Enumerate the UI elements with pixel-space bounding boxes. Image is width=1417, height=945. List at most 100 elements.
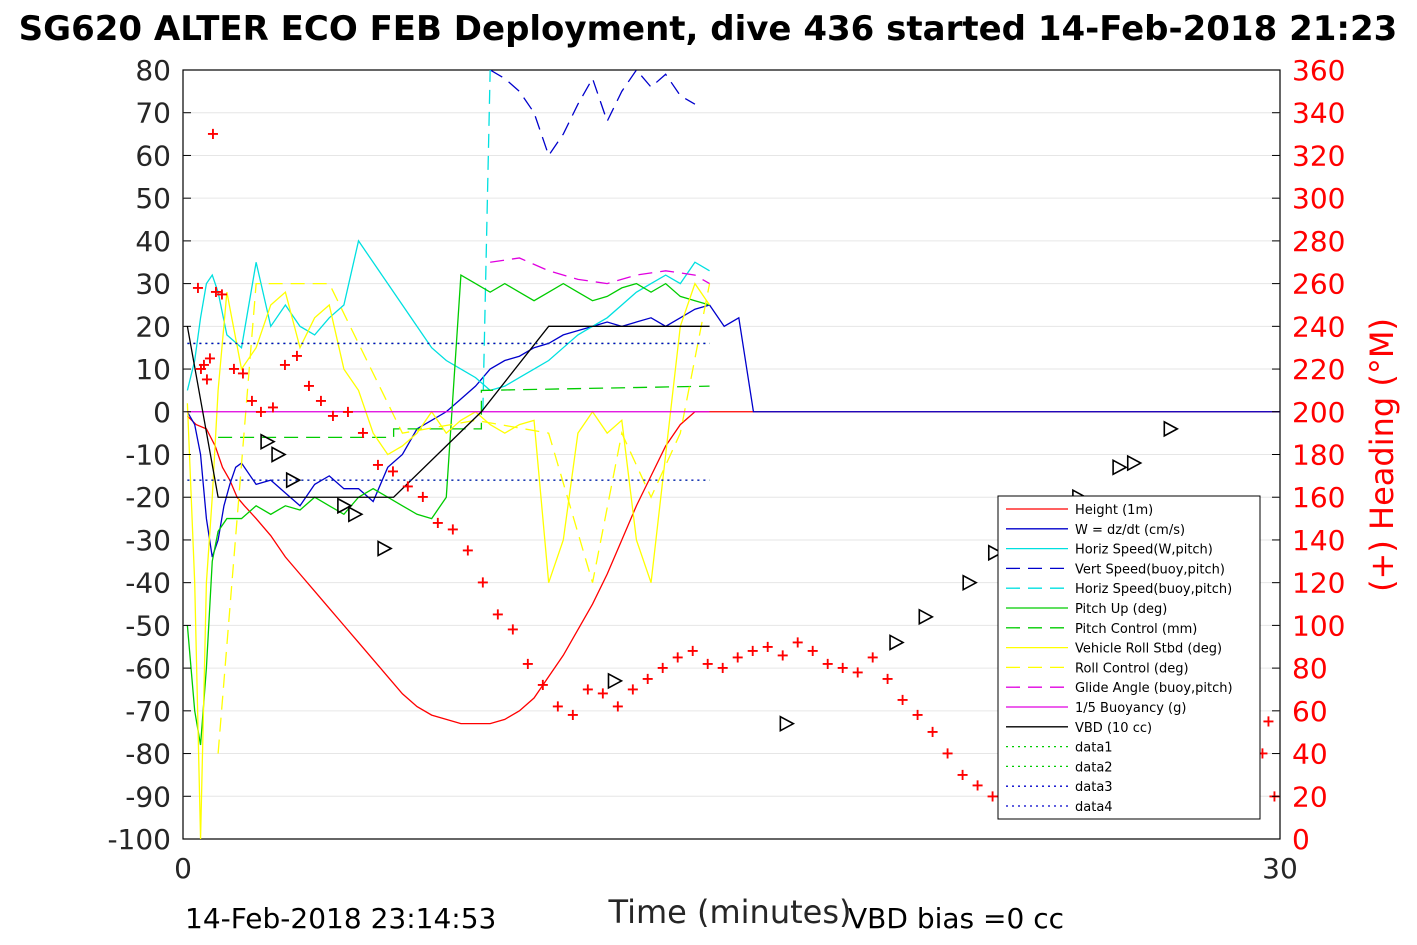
heading-marker: + — [986, 786, 999, 805]
series-line — [482, 70, 491, 412]
y-tick-label-right: 360 — [1292, 54, 1345, 87]
heading-marker: + — [446, 519, 459, 538]
triangle-marker — [1126, 454, 1143, 472]
heading-marker: + — [551, 697, 564, 716]
y-tick-label: 30 — [135, 268, 171, 301]
heading-marker: + — [566, 705, 579, 724]
legend-label: Roll Control (deg) — [1075, 661, 1189, 676]
heading-marker: + — [386, 462, 399, 481]
y-tick-label-right: 340 — [1292, 97, 1345, 130]
heading-marker: + — [896, 690, 909, 709]
heading-marker: + — [536, 675, 549, 694]
y-tick-label: -20 — [125, 481, 171, 514]
heading-marker: + — [194, 359, 207, 378]
y-tick-label-right: 280 — [1292, 225, 1345, 258]
heading-marker: + — [200, 370, 213, 389]
y-tick-label-right: 320 — [1292, 139, 1345, 172]
y-tick-label: 60 — [135, 139, 171, 172]
legend-label: Glide Angle (buoy,pitch) — [1075, 681, 1233, 696]
heading-marker: + — [926, 722, 939, 741]
y-tick-label: 20 — [135, 310, 171, 343]
y-tick-label: -40 — [125, 567, 171, 600]
y-tick-label-right: 80 — [1292, 652, 1328, 685]
heading-marker: + — [836, 658, 849, 677]
heading-marker: + — [806, 641, 819, 660]
heading-marker: + — [302, 376, 315, 395]
y-tick-label-right: 220 — [1292, 353, 1345, 386]
legend-label: data4 — [1075, 800, 1113, 815]
series-line — [217, 282, 711, 754]
heading-marker: + — [461, 541, 474, 560]
y-tick-label-right: 260 — [1292, 268, 1345, 301]
legend-label: Pitch Up (deg) — [1075, 602, 1167, 617]
triangle-marker — [987, 544, 1004, 562]
triangle-marker — [271, 446, 287, 463]
triangle-marker — [918, 608, 934, 626]
series-line — [490, 257, 710, 285]
legend-label: W = dz/dt (cm/s) — [1075, 523, 1185, 538]
heading-marker: + — [476, 573, 489, 592]
triangle-marker — [962, 574, 978, 592]
x-tick-label: 0 — [174, 852, 192, 885]
heading-marker: + — [881, 669, 894, 688]
heading-marker: + — [290, 346, 303, 365]
legend-label: Horiz Speed(buoy,pitch) — [1075, 582, 1232, 597]
series-line — [186, 273, 710, 746]
y-tick-label: -70 — [125, 695, 171, 728]
y-tick-label: -90 — [125, 780, 171, 813]
heading-marker: + — [596, 684, 609, 703]
x-axis-label: Time (minutes) — [608, 893, 852, 931]
heading-marker: + — [197, 355, 210, 374]
legend-label: Horiz Speed(W,pitch) — [1075, 543, 1213, 558]
heading-marker: + — [671, 647, 684, 666]
series-line — [186, 239, 710, 392]
triangle-marker — [607, 672, 624, 690]
legend-label: Height (1m) — [1075, 503, 1153, 518]
heading-marker: + — [278, 355, 291, 374]
y-tick-label: -80 — [125, 738, 171, 771]
y-axis-right-label: (+) Heading (°M) — [1363, 318, 1401, 592]
y-tick-label-right: 240 — [1292, 310, 1345, 343]
y-tick-label: 80 — [135, 54, 171, 87]
heading-marker: + — [821, 654, 834, 673]
triangle-marker — [889, 634, 905, 651]
heading-marker: + — [431, 513, 444, 532]
heading-marker: + — [215, 284, 228, 303]
heading-marker: + — [254, 402, 267, 421]
y-axis-right-ticks: 3603403203002802602402202001801601401201… — [1272, 54, 1345, 856]
y-tick-label: -10 — [125, 439, 171, 472]
series-line — [489, 70, 696, 157]
y-tick-label: 70 — [135, 97, 171, 130]
legend-label: Pitch Control (mm) — [1075, 622, 1197, 637]
heading-marker: + — [641, 669, 654, 688]
heading-marker: + — [656, 658, 669, 677]
triangle-marker — [285, 471, 302, 489]
heading-marker: + — [971, 776, 984, 795]
y-tick-label: -30 — [125, 524, 171, 557]
legend: Height (1m) W = dz/dt (cm/s) Horiz Speed(W… — [997, 495, 1261, 820]
y-tick-label: 40 — [135, 225, 171, 258]
y-tick-label-right: 120 — [1292, 567, 1345, 600]
series-line — [218, 385, 710, 439]
legend-label: 1/5 Buoyancy (g) — [1075, 701, 1186, 716]
heading-marker: + — [701, 654, 714, 673]
y-tick-label: -60 — [125, 652, 171, 685]
heading-marker: + — [314, 391, 327, 410]
x-tick-label: 30 — [1262, 852, 1298, 885]
triangle-marker — [1163, 420, 1179, 438]
y-tick-label: -100 — [107, 823, 171, 856]
heading-marker: + — [203, 348, 216, 367]
series-line — [186, 304, 1280, 558]
heading-marker: + — [776, 645, 789, 664]
y-tick-label-right: 0 — [1292, 823, 1310, 856]
legend-label: Vert Speed(buoy,pitch) — [1075, 562, 1225, 577]
legend-label: data2 — [1075, 760, 1113, 775]
heading-marker: + — [521, 654, 534, 673]
heading-marker: + — [236, 363, 249, 382]
legend-box — [997, 495, 1261, 820]
heading-marker: + — [941, 744, 954, 763]
triangle-marker — [348, 505, 364, 523]
heading-marker: + — [716, 658, 729, 677]
y-tick-label-right: 100 — [1292, 609, 1345, 642]
